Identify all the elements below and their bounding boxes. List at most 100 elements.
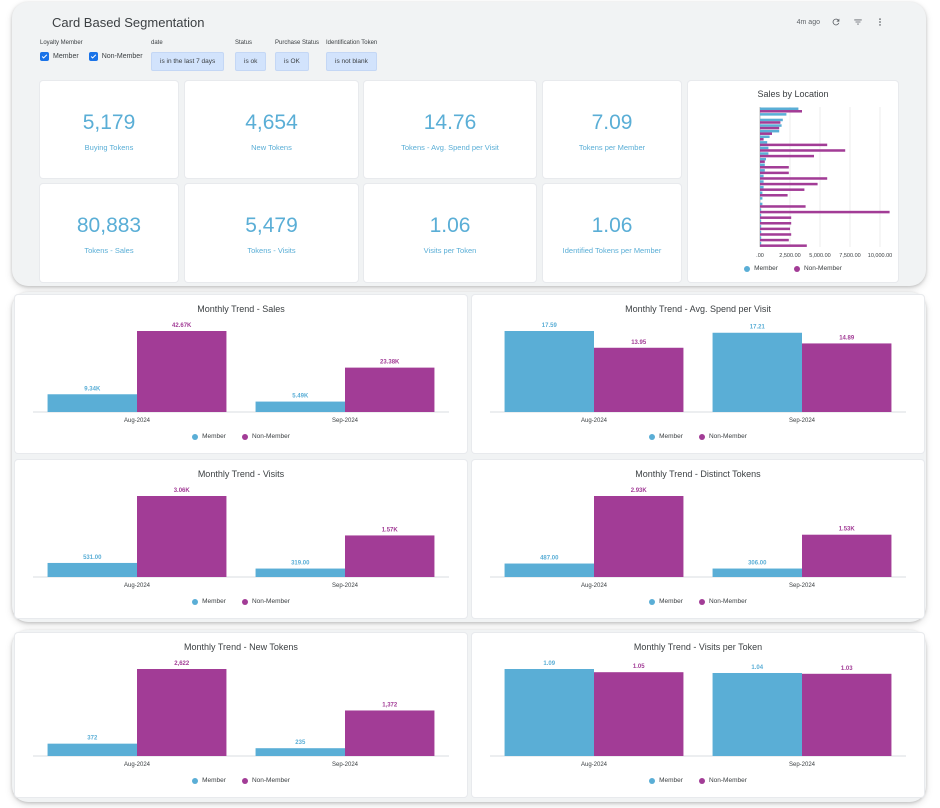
filter-icon[interactable]	[852, 16, 864, 28]
bar-non-member[interactable]	[760, 222, 792, 225]
bar-non-member[interactable]	[760, 238, 789, 242]
bar-member[interactable]	[760, 230, 762, 234]
refresh-icon[interactable]	[830, 16, 842, 28]
bar-non-member[interactable]	[137, 669, 227, 756]
filter-label: Purchase Status	[275, 40, 320, 46]
bar-member[interactable]	[760, 113, 787, 116]
bar-member[interactable]	[255, 401, 345, 412]
checkbox-checked-icon[interactable]	[88, 52, 98, 61]
bar-member[interactable]	[760, 146, 769, 150]
bar-non-member[interactable]	[760, 205, 806, 208]
bar-non-member[interactable]	[760, 121, 781, 124]
bar-member[interactable]	[760, 174, 764, 178]
bar-member[interactable]	[760, 163, 765, 167]
bar-member[interactable]	[712, 568, 802, 577]
bar-non-member[interactable]	[345, 710, 435, 756]
bar-member[interactable]	[760, 202, 763, 206]
kpi-card: 5,179 Buying Tokens	[40, 81, 178, 178]
bar-non-member[interactable]	[760, 210, 890, 214]
checkbox-member[interactable]: Member	[40, 52, 79, 61]
bar-member[interactable]	[760, 225, 762, 228]
bar-non-member[interactable]	[137, 331, 227, 412]
bar-member[interactable]	[760, 241, 762, 245]
bar-member[interactable]	[760, 191, 763, 195]
bar-non-member[interactable]	[760, 188, 805, 191]
bar-non-member[interactable]	[760, 227, 790, 231]
bar-non-member[interactable]	[760, 182, 818, 186]
bar-non-member[interactable]	[594, 672, 684, 756]
legend-swatch	[192, 598, 199, 605]
bar-non-member[interactable]	[760, 138, 764, 141]
bar-member[interactable]	[760, 219, 762, 223]
bar-member[interactable]	[504, 563, 594, 577]
bar-non-member[interactable]	[760, 149, 846, 152]
bar-member[interactable]	[760, 135, 770, 139]
x-tick-label: Aug-2024	[581, 418, 608, 424]
bar-non-member[interactable]	[345, 367, 435, 412]
bar-non-member[interactable]	[760, 171, 789, 175]
bar-member[interactable]	[760, 129, 780, 133]
bar-member[interactable]	[760, 118, 783, 122]
bar-non-member[interactable]	[137, 496, 227, 577]
bar-non-member[interactable]	[760, 177, 828, 180]
chart-title: Monthly Trend - Visits	[197, 469, 285, 479]
bar-non-member[interactable]	[760, 233, 792, 236]
legend-non-member: Non-Member	[241, 433, 290, 440]
bar-non-member[interactable]	[345, 535, 435, 577]
more-vert-icon[interactable]	[874, 16, 886, 28]
bar-member[interactable]	[712, 332, 802, 412]
bar-non-member[interactable]	[594, 496, 684, 577]
bar-non-member[interactable]	[594, 347, 684, 412]
bar-non-member[interactable]	[802, 343, 892, 412]
bar-non-member[interactable]	[760, 143, 828, 147]
bar-non-member[interactable]	[760, 194, 788, 197]
bar-member[interactable]	[760, 107, 799, 111]
bar-non-member[interactable]	[760, 244, 807, 247]
legend-swatch	[192, 777, 199, 784]
checkbox-checked-icon[interactable]	[40, 52, 49, 61]
bar-non-member[interactable]	[802, 534, 892, 577]
bar-member[interactable]	[760, 197, 763, 200]
bar-member[interactable]	[760, 185, 764, 189]
bar-non-member[interactable]	[760, 166, 789, 169]
bar-member[interactable]	[760, 169, 765, 172]
bar-member[interactable]	[760, 141, 768, 144]
legend-label: Non-Member	[803, 265, 842, 272]
bar-non-member[interactable]	[760, 216, 792, 219]
bar-member[interactable]	[760, 213, 762, 217]
bar-non-member[interactable]	[760, 110, 802, 113]
legend-label: Non-Member	[708, 777, 747, 784]
chart-card-monthly-visits-per-token: Monthly Trend - Visits per Token 1.09 1.05…	[472, 633, 924, 797]
bar-member[interactable]	[47, 394, 138, 412]
bar-member[interactable]	[47, 743, 138, 756]
bar-member[interactable]	[760, 236, 762, 239]
bar-member[interactable]	[255, 748, 345, 756]
filter-chip-status[interactable]: is ok	[235, 52, 267, 71]
kpi-label: Tokens per Member	[578, 143, 646, 152]
filter-chip-ident[interactable]: is not blank	[326, 52, 377, 71]
bar-member[interactable]	[760, 124, 782, 127]
chart-legend: Member Non-Member	[15, 433, 467, 440]
bar-member[interactable]	[760, 180, 764, 183]
bar-member[interactable]	[255, 568, 345, 577]
filter-chip-purchase[interactable]: is OK	[275, 52, 309, 71]
legend-swatch	[649, 598, 656, 605]
bar-non-member[interactable]	[802, 673, 892, 756]
summary-panel: Card Based Segmentation 4m ago Loyalty M…	[12, 2, 926, 286]
checkbox-non-member[interactable]: Non-Member	[88, 52, 143, 61]
bar-member[interactable]	[47, 562, 138, 577]
kpi-card: 80,883 Tokens - Sales	[40, 184, 178, 282]
bar-member[interactable]	[760, 157, 766, 161]
bar-member[interactable]	[712, 672, 802, 756]
filter-label: date	[151, 40, 163, 46]
bar-member[interactable]	[504, 669, 594, 756]
bar-non-member[interactable]	[760, 132, 772, 135]
bar-non-member[interactable]	[760, 126, 780, 130]
filter-chip-date[interactable]: is in the last 7 days	[151, 52, 225, 71]
bar-member[interactable]	[760, 152, 769, 155]
bar-member[interactable]	[504, 331, 594, 412]
legend-swatch	[698, 598, 705, 605]
bar-non-member[interactable]	[760, 160, 765, 163]
bar-non-member[interactable]	[760, 154, 814, 158]
bar-member[interactable]	[760, 208, 762, 211]
